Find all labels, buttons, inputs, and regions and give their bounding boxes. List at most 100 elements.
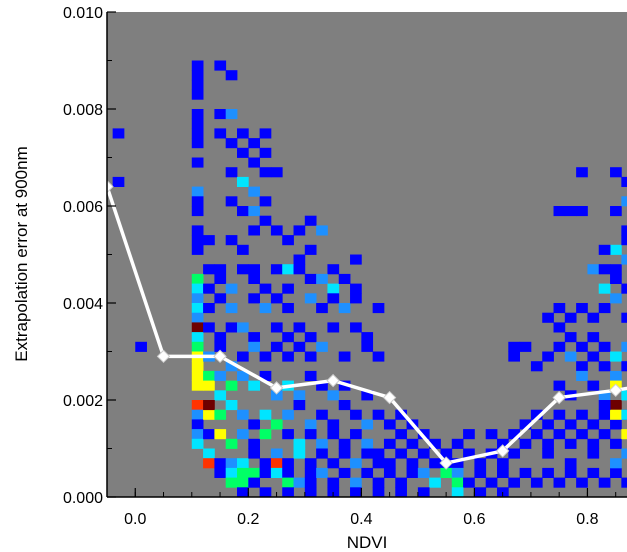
heatmap-cell <box>293 254 306 265</box>
heatmap-cell <box>621 225 627 236</box>
heatmap-cell <box>270 341 283 352</box>
heatmap-cell <box>564 467 577 478</box>
heatmap-cell <box>270 467 283 478</box>
heatmap-cell <box>587 467 600 478</box>
heatmap-cell <box>293 438 306 449</box>
heatmap-cell <box>383 419 396 430</box>
heatmap-cell <box>191 400 204 411</box>
heatmap-cell <box>304 458 317 469</box>
heatmap-cell <box>564 419 577 430</box>
heatmap-cell <box>248 186 261 197</box>
heatmap-cell <box>225 400 238 411</box>
heatmap-cell <box>237 370 249 381</box>
heatmap-cell <box>214 264 227 275</box>
heatmap-cell <box>519 438 532 449</box>
heatmap-cell <box>372 351 385 362</box>
heatmap-cell <box>417 467 430 478</box>
heatmap-cell <box>191 109 204 120</box>
heatmap-cell <box>395 429 407 440</box>
heatmap-cell <box>191 361 204 372</box>
heatmap-cell <box>304 370 317 381</box>
heatmap-cell <box>248 225 261 236</box>
heatmap-cell <box>214 341 227 352</box>
heatmap-cell <box>361 438 374 449</box>
heatmap-cell <box>610 351 622 362</box>
heatmap-cell <box>361 467 374 478</box>
heatmap-cell <box>553 206 566 217</box>
x-axis-label: NDVI <box>347 533 388 552</box>
heatmap-cell <box>350 429 362 440</box>
heatmap-cell <box>553 429 566 440</box>
heatmap-cell <box>372 487 385 497</box>
heatmap-cell <box>203 283 215 294</box>
heatmap-cell <box>259 147 272 158</box>
heatmap-cell <box>191 438 204 449</box>
heatmap-cell <box>214 467 227 478</box>
heatmap-cell <box>508 341 521 352</box>
heatmap-cell <box>191 206 204 217</box>
heatmap-cell <box>214 390 227 401</box>
heatmap-cell <box>406 458 419 469</box>
heatmap-cell <box>214 60 227 71</box>
heatmap-cell <box>270 264 283 275</box>
heatmap-cell <box>237 128 249 139</box>
heatmap-cell <box>191 283 204 294</box>
heatmap-cell <box>350 487 362 497</box>
heatmap-cell <box>327 429 340 440</box>
heatmap-cell <box>248 438 261 449</box>
heatmap-cell <box>383 458 396 469</box>
heatmap-cell <box>225 283 238 294</box>
heatmap-cell <box>383 467 396 478</box>
heatmap-cell <box>429 477 441 488</box>
heatmap-cell <box>327 419 340 430</box>
heatmap-cell <box>316 409 328 420</box>
heatmap-cell <box>610 370 622 381</box>
heatmap-cell <box>610 293 622 304</box>
series-point <box>495 444 510 458</box>
heatmap-cell <box>191 429 204 440</box>
heatmap-cell <box>610 264 622 275</box>
heatmap-cell <box>327 477 340 488</box>
heatmap-cell <box>214 409 227 420</box>
heatmap-cell <box>530 409 543 420</box>
heatmap-cell <box>203 322 215 333</box>
heatmap-cell <box>530 361 543 372</box>
heatmap-cell <box>587 438 600 449</box>
heatmap-cell <box>576 370 588 381</box>
heatmap-cell <box>316 273 328 284</box>
heatmap-cell <box>203 235 215 246</box>
heatmap-cell <box>259 487 272 497</box>
heatmap-cell <box>553 477 566 488</box>
heatmap-cell <box>395 448 407 459</box>
heatmap-cell <box>564 458 577 469</box>
heatmap-cell <box>293 322 306 333</box>
heatmap-cell <box>237 206 249 217</box>
heatmap-cell <box>248 157 261 168</box>
series-point <box>326 373 340 388</box>
heatmap-cell <box>282 477 294 488</box>
heatmap-cell <box>576 206 588 217</box>
x-tick-label: 0.8 <box>576 511 598 528</box>
heatmap-cell <box>203 429 215 440</box>
heatmap-cell <box>203 400 215 411</box>
heatmap-cell <box>610 273 622 284</box>
heatmap-cell <box>191 303 204 314</box>
heatmap-cell <box>485 477 498 488</box>
heatmap-cell <box>214 109 227 120</box>
heatmap-cell <box>576 429 588 440</box>
heatmap-cell <box>350 254 362 265</box>
heatmap-cell <box>564 351 577 362</box>
y-tick-label: 0.004 <box>63 296 103 313</box>
heatmap-cell <box>576 303 588 314</box>
heatmap-cell <box>282 409 294 420</box>
heatmap-cells <box>112 60 627 497</box>
heatmap-cell <box>429 458 441 469</box>
heatmap-cell <box>293 264 306 275</box>
heatmap-cell <box>621 429 627 440</box>
heatmap-cell <box>395 477 407 488</box>
heatmap-cell <box>225 438 238 449</box>
heatmap-cell <box>293 341 306 352</box>
heatmap-cell <box>451 467 464 478</box>
heatmap-cell <box>361 448 374 459</box>
heatmap-cell <box>282 487 294 497</box>
